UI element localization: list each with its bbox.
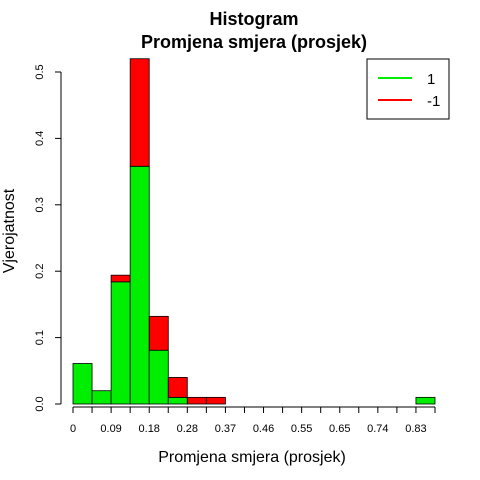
- bar-series-0-bin-2: [110, 281, 131, 405]
- x-tick-label-3: 0.28: [177, 423, 198, 435]
- bar-series-1-bin-6: [186, 396, 207, 405]
- bar-series-1-bin-7: [205, 396, 226, 405]
- x-axis-label: Promjena smjera (prosjek): [158, 449, 346, 466]
- bar-series-0-bin-4: [148, 349, 169, 405]
- x-tick-label-9: 0.83: [405, 423, 426, 435]
- x-tick-label-8: 0.74: [367, 423, 388, 435]
- bar-series-1-bin-3: [129, 58, 150, 167]
- legend-label-minus-1: -1: [427, 93, 440, 110]
- bars-layer: [72, 58, 436, 405]
- x-tick-label-0: 0: [70, 423, 76, 435]
- y-axis: 0.0 0.1 0.2 0.3 0.4 0.5: [34, 64, 62, 412]
- bar-series-0-bin-8: [415, 396, 436, 405]
- x-tick-label-5: 0.46: [253, 423, 274, 435]
- y-tick-label-2: 0.2: [34, 264, 46, 279]
- y-tick-label-4: 0.4: [34, 131, 46, 146]
- chart-title-line1: Histogram: [209, 9, 298, 29]
- legend: 1 -1: [366, 58, 450, 120]
- bar-series-0-bin-0: [72, 363, 93, 405]
- bar-series-1-bin-5: [167, 377, 188, 398]
- y-tick-label-5: 0.5: [34, 64, 46, 79]
- x-tick-label-4: 0.37: [215, 423, 236, 435]
- x-tick-label-7: 0.65: [329, 423, 350, 435]
- x-axis: 0 0.09 0.18 0.28 0.37 0.46 0.55 0.65 0.74 0.83: [70, 406, 436, 435]
- y-axis-label: Vjerojatnost: [1, 188, 18, 273]
- x-tick-label-1: 0.09: [100, 423, 121, 435]
- y-tick-label-3: 0.3: [34, 197, 46, 212]
- bar-series-1-bin-2: [110, 274, 131, 283]
- x-tick-label-6: 0.55: [291, 423, 312, 435]
- y-tick-label-0: 0.0: [34, 396, 46, 411]
- bar-series-1-bin-4: [148, 315, 169, 351]
- bar-series-0-bin-1: [91, 390, 112, 405]
- y-tick-label-1: 0.1: [34, 330, 46, 345]
- bar-series-0-bin-3: [129, 165, 150, 405]
- legend-box: [366, 58, 450, 120]
- legend-label-1: 1: [427, 71, 435, 88]
- x-tick-label-2: 0.18: [139, 423, 160, 435]
- chart-title-line2: Promjena smjera (prosjek): [141, 32, 367, 52]
- bar-series-0-bin-5: [167, 396, 188, 405]
